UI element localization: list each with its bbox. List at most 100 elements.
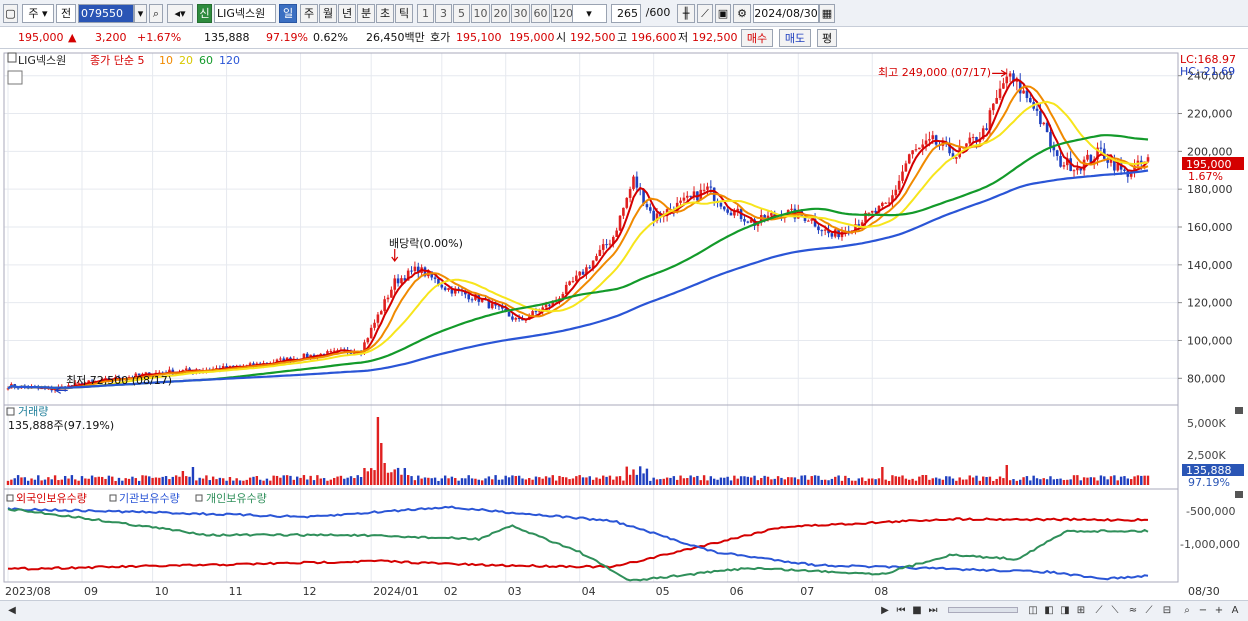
stock-code-input[interactable]: 079550 — [78, 4, 134, 23]
volume-close-icon[interactable] — [1235, 407, 1243, 414]
minute-unit-5[interactable]: 5 — [453, 4, 470, 23]
table-icon[interactable] — [7, 70, 23, 85]
volume-bar — [813, 475, 817, 485]
gear-icon[interactable]: ⚙ — [733, 4, 751, 23]
volume-bar — [100, 476, 104, 485]
code-dropdown-icon[interactable]: ▾ — [134, 4, 147, 23]
volume-bar — [417, 475, 420, 485]
zoom-slider[interactable] — [948, 607, 1018, 613]
buy-button[interactable]: 매수 — [741, 29, 773, 47]
period-type-select[interactable]: 주 ▾ — [22, 4, 54, 23]
volume-bar — [860, 477, 864, 485]
legend-ma20: 20 — [179, 54, 193, 67]
candle — [901, 165, 904, 184]
volume-bar — [538, 477, 541, 485]
candle — [571, 276, 575, 284]
minute-unit-1[interactable]: 1 — [417, 4, 434, 23]
volume-bar — [242, 480, 245, 485]
tool-icon-4[interactable]: ⊞ — [1076, 605, 1086, 616]
volume-bar — [669, 477, 672, 485]
minute-unit-10[interactable]: 10 — [471, 4, 490, 23]
tool-icon-5[interactable]: ⟋ — [1095, 605, 1103, 616]
minute-unit-3[interactable]: 3 — [435, 4, 452, 23]
volume-bar — [201, 478, 205, 485]
volume-bar — [1029, 480, 1032, 485]
calendar-icon[interactable]: ▦ — [819, 4, 835, 23]
volume-bar — [238, 480, 242, 485]
volume-bar — [941, 479, 945, 485]
volume-bar — [43, 479, 47, 485]
date-tick: 08 — [874, 585, 888, 598]
tool-icon-2[interactable]: ◧ — [1044, 605, 1054, 616]
zoom-icon[interactable]: ⌕ — [1184, 605, 1190, 616]
speaker-icon[interactable]: ◂▾ — [167, 4, 193, 23]
last-page-icon[interactable]: ⏭ — [928, 605, 938, 616]
candle — [830, 232, 834, 239]
volume-bar — [306, 479, 309, 485]
volume-bar — [1012, 479, 1015, 485]
tool-icon-6[interactable]: ⟍ — [1111, 605, 1119, 616]
period-tab-1[interactable]: 주 — [300, 4, 318, 23]
period-tab-2[interactable]: 월 — [319, 4, 337, 23]
scroll-right-icon[interactable]: ▶ — [881, 605, 889, 616]
sell-button[interactable]: 매도 — [779, 29, 811, 47]
line-tool-icon[interactable]: ⟋ — [697, 4, 713, 23]
minute-unit-20[interactable]: 20 — [491, 4, 510, 23]
date-tick: 2024/01 — [373, 585, 419, 598]
count-input[interactable]: 265 — [611, 4, 641, 23]
scroll-bar[interactable]: ◀ ▶ ⏮ ■ ⏭ ◫ ◧ ◨ ⊞ ⟋ ⟍ ≈ ⟋ ⊟ ⌕ − + A — [0, 600, 1248, 621]
date-tick: 05 — [656, 585, 670, 598]
volume-bar — [595, 477, 598, 485]
volume-bar — [807, 479, 810, 485]
tool-icon-8[interactable]: ⟋ — [1145, 605, 1153, 616]
tool-icon-9[interactable]: ⊟ — [1162, 605, 1172, 616]
grid — [4, 53, 1178, 582]
candle — [1065, 152, 1069, 170]
tool-icon-1[interactable]: ◫ — [1028, 605, 1038, 616]
candle — [635, 171, 639, 193]
shin-badge[interactable]: 신 — [197, 4, 212, 23]
prev-button[interactable]: 전 — [56, 4, 76, 23]
volume-bar — [901, 475, 904, 485]
candle — [1072, 169, 1076, 178]
period-tab-6[interactable]: 틱 — [395, 4, 413, 23]
volume-bar — [80, 476, 84, 485]
period-tab-3[interactable]: 년 — [338, 4, 356, 23]
first-page-icon[interactable]: ⏮ — [896, 605, 906, 616]
period-tab-4[interactable]: 분 — [357, 4, 375, 23]
volume-bar — [884, 479, 887, 485]
tool-icon-7[interactable]: ≈ — [1128, 605, 1138, 616]
count-dropdown[interactable]: ▾ — [571, 4, 607, 23]
high-label: 고 — [617, 31, 628, 44]
chart-area[interactable]: 240,000 220,000 200,000 180,000 160,000 140,0… — [0, 49, 1248, 600]
minute-unit-60[interactable]: 60 — [531, 4, 550, 23]
volume-bar — [931, 478, 934, 485]
scroll-left-icon[interactable]: ◀ — [8, 605, 16, 616]
date-input[interactable]: 2024/08/30 — [753, 4, 819, 23]
date-tick: 02 — [444, 585, 458, 598]
zoom-in-icon[interactable]: + — [1214, 605, 1224, 616]
save-icon[interactable]: ▣ — [715, 4, 731, 23]
stop-icon[interactable]: ■ — [912, 605, 922, 616]
holdings-close-icon[interactable] — [1235, 491, 1243, 498]
period-tab-5[interactable]: 초 — [376, 4, 394, 23]
bid-price: 195,100 — [456, 31, 502, 44]
volume-bar — [696, 475, 699, 485]
zoom-out-icon[interactable]: − — [1198, 605, 1208, 616]
volume-bar — [440, 478, 444, 485]
volume-bar — [353, 478, 356, 485]
minute-unit-30[interactable]: 30 — [511, 4, 530, 23]
search-icon[interactable]: ⌕ — [149, 4, 163, 23]
volume-bar — [968, 475, 971, 485]
minute-unit-120[interactable]: 120 — [551, 4, 573, 23]
volume-bar — [507, 477, 511, 485]
candle-type-icon[interactable]: ╫ — [677, 4, 695, 23]
volume-bar — [406, 475, 410, 485]
volume-bar — [958, 477, 961, 485]
window-menu-icon[interactable]: ▢ — [3, 4, 18, 23]
period-tab-0[interactable]: 일 — [279, 4, 297, 23]
candle — [618, 215, 622, 232]
avg-button[interactable]: 평 — [817, 29, 837, 47]
font-size-icon[interactable]: A — [1231, 605, 1239, 616]
tool-icon-3[interactable]: ◨ — [1060, 605, 1070, 616]
